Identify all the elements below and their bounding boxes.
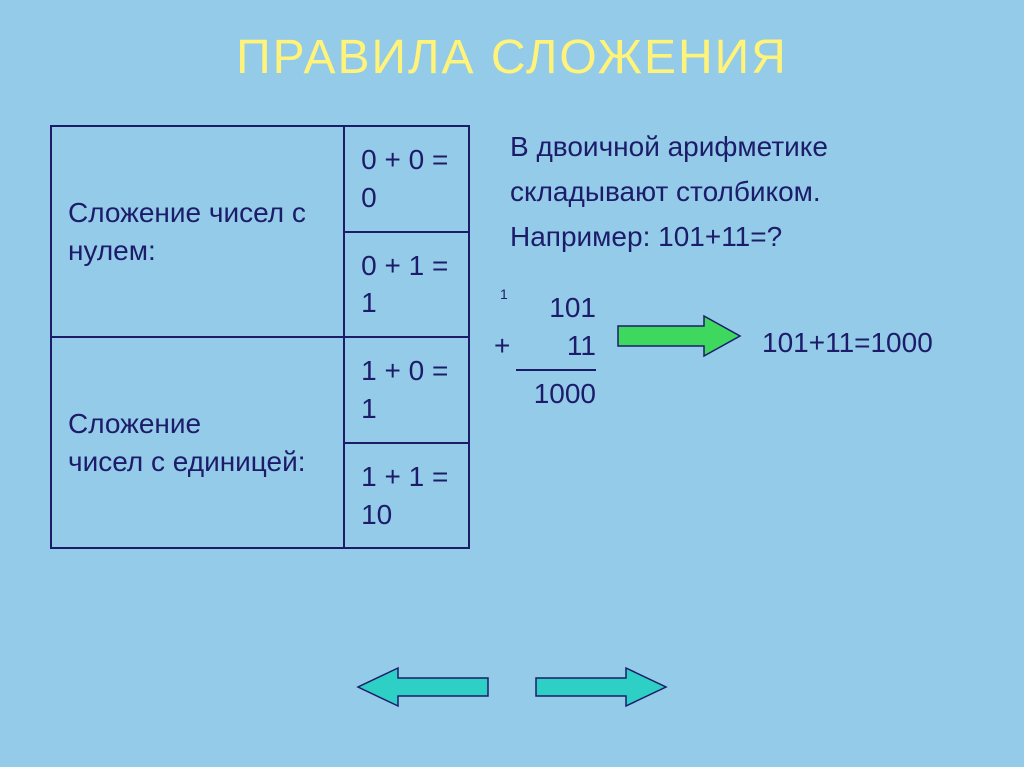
text-line: В двоичной арифметике: [510, 125, 974, 170]
column-addition: 1 + 101 11 1000: [510, 289, 596, 416]
result-equation: 101+11=1000: [762, 321, 933, 366]
text-line: Например: 101+11=?: [510, 215, 974, 260]
row-label: Сложение чисел с единицей:: [51, 337, 344, 548]
plus-icon: +: [494, 327, 510, 365]
label-text: Сложение чисел с нулем:: [68, 197, 306, 266]
slide-title: ПРАВИЛА СЛОЖЕНИЯ: [50, 30, 974, 85]
label-text: Сложение чисел с единицей:: [68, 408, 306, 477]
slide: ПРАВИЛА СЛОЖЕНИЯ Сложение чисел с нулем:…: [0, 0, 1024, 767]
table-row: Сложение чисел с нулем: 0 + 0 = 0: [51, 126, 469, 232]
sum-line: [516, 369, 596, 371]
equation-cell: 0 + 1 = 1: [344, 232, 469, 338]
example-row: 1 + 101 11 1000 101+11=1000: [510, 269, 974, 416]
calc-block: 1 + 101 11 1000: [516, 289, 596, 412]
operand-a: 101: [516, 289, 596, 327]
rules-table: Сложение чисел с нулем: 0 + 0 = 0 0 + 1 …: [50, 125, 470, 549]
equation-cell: 1 + 1 = 10: [344, 443, 469, 549]
rules-table-container: Сложение чисел с нулем: 0 + 0 = 0 0 + 1 …: [50, 125, 470, 549]
arrow-right-icon: [614, 312, 744, 374]
next-arrow-icon[interactable]: [532, 662, 672, 717]
prev-arrow-icon[interactable]: [352, 662, 492, 717]
result: 1000: [516, 375, 596, 413]
table-row: Сложение чисел с единицей: 1 + 0 = 1: [51, 337, 469, 443]
nav-arrows: [0, 662, 1024, 717]
row-label: Сложение чисел с нулем:: [51, 126, 344, 337]
equation-cell: 1 + 0 = 1: [344, 337, 469, 443]
operand-b: 11: [516, 327, 596, 365]
equation-cell: 0 + 0 = 0: [344, 126, 469, 232]
explanation: В двоичной арифметике складывают столбик…: [510, 125, 974, 549]
content-row: Сложение чисел с нулем: 0 + 0 = 0 0 + 1 …: [50, 125, 974, 549]
text-line: складывают столбиком.: [510, 170, 974, 215]
carry-digit: 1: [500, 285, 508, 304]
